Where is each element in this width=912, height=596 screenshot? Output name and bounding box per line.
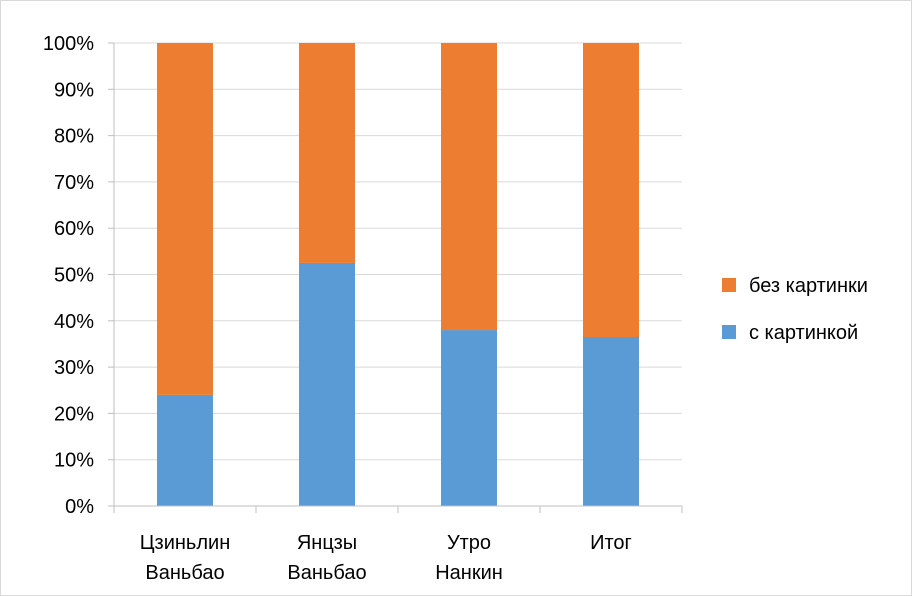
y-tick-label: 20% [54, 403, 94, 425]
bar-segment [583, 337, 639, 506]
y-tick-label: 80% [54, 126, 94, 148]
axes [108, 42, 683, 513]
bar-segment [441, 330, 497, 506]
x-tick-label: Нанкин [435, 562, 503, 584]
x-tick-label: Утро [447, 532, 491, 554]
y-tick-labels: 0% 10% 20% 30% 40% 50% 60% 70% 80% 90% 100% [43, 33, 94, 518]
bar-segment [299, 43, 355, 263]
bar-segment [157, 43, 213, 395]
y-tick-label: 30% [54, 357, 94, 379]
bar-segment [299, 262, 355, 506]
bar-segment [157, 394, 213, 506]
y-tick-label: 0% [65, 496, 94, 518]
y-tick-label: 60% [54, 218, 94, 240]
legend-swatch [722, 325, 736, 339]
y-tick-label: 50% [54, 265, 94, 287]
legend-swatch [722, 278, 736, 292]
x-tick-label: Ваньбао [145, 562, 224, 584]
y-tick-label: 90% [54, 79, 94, 101]
y-tick-label: 40% [54, 311, 94, 333]
legend-label: с картинкой [749, 322, 858, 344]
legend-label: без картинки [749, 275, 868, 297]
y-tick-label: 10% [54, 450, 94, 472]
bar-segment [583, 43, 639, 338]
x-tick-label: Цзиньлин [140, 532, 231, 554]
legend: без картинки с картинкой [722, 275, 868, 344]
bar-segment [441, 43, 497, 331]
y-tick-label: 70% [54, 172, 94, 194]
x-tick-label: Янцзы [297, 532, 357, 554]
x-tick-label: Ваньбао [287, 562, 366, 584]
bars [157, 43, 639, 506]
y-tick-label: 100% [43, 33, 94, 55]
x-tick-label: Итог [590, 532, 632, 554]
x-tick-labels: Цзиньлин Ваньбао Янцзы Ваньбао Утро Нанкин Ито… [140, 532, 632, 584]
